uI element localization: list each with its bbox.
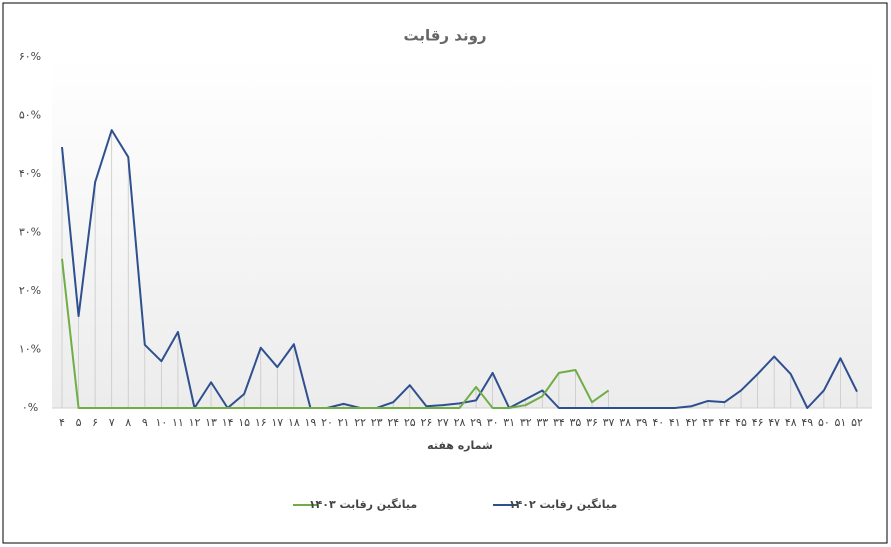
x-tick-label: ۱۳ xyxy=(205,416,217,429)
y-tick-label: ۶۰% xyxy=(19,50,41,63)
x-tick-label: ۳۹ xyxy=(636,416,648,429)
x-tick-label: ۴۸ xyxy=(785,416,797,429)
x-tick-label: ۲۰ xyxy=(321,416,333,429)
legend-label: میانگین رقابت ۱۴۰۳ xyxy=(309,498,417,511)
x-tick-label: ۴۷ xyxy=(768,416,780,429)
x-tick-label: ۱۵ xyxy=(238,416,250,429)
x-tick-label: ۴۶ xyxy=(752,416,764,429)
series-line xyxy=(61,258,610,409)
x-tick-label: ۳۷ xyxy=(603,416,615,429)
x-tick-label: ۷ xyxy=(109,416,115,429)
x-axis-label: شماره هفته xyxy=(427,439,493,452)
x-tick-label: ۱۲ xyxy=(189,416,201,429)
x-tick-label: ۴۹ xyxy=(801,416,813,429)
x-tick-label: ۹ xyxy=(142,416,148,429)
x-tick-label: ۲۷ xyxy=(437,416,449,429)
y-tick-label: ۳۰% xyxy=(19,226,41,239)
x-tick-label: ۵۱ xyxy=(835,416,847,429)
x-tick-label: ۲۹ xyxy=(470,416,482,429)
y-tick-label: ۲۰% xyxy=(19,284,41,297)
x-tick-label: ۴۱ xyxy=(669,416,681,429)
x-tick-label: ۶ xyxy=(92,416,98,429)
legend-label: میانگین رقابت ۱۴۰۲ xyxy=(509,498,617,511)
x-tick-label: ۱۰ xyxy=(155,416,167,429)
x-tick-label: ۴ xyxy=(59,416,65,429)
y-tick-label: ۰% xyxy=(22,401,38,414)
y-tick-label: ۱۰% xyxy=(19,343,41,356)
x-tick-label: ۴۳ xyxy=(702,416,714,429)
x-tick-label: ۳۱ xyxy=(503,416,515,429)
x-tick-label: ۱۶ xyxy=(255,416,267,429)
x-tick-label: ۱۹ xyxy=(305,416,317,429)
x-tick-label: ۲۵ xyxy=(404,416,416,429)
x-tick-label: ۴۰ xyxy=(652,416,664,429)
x-tick-label: ۲۲ xyxy=(354,416,366,429)
x-tick-label: ۸ xyxy=(125,416,131,429)
x-tick-label: ۲۳ xyxy=(371,416,383,429)
chart-title: روند رقابت xyxy=(403,27,486,45)
x-tick-label: ۴۵ xyxy=(735,416,747,429)
x-tick-label: ۱۷ xyxy=(271,416,283,429)
x-tick-label: ۵۲ xyxy=(851,416,863,429)
x-tick-label: ۳۲ xyxy=(520,416,532,429)
x-tick-label: ۲۶ xyxy=(420,416,432,429)
x-tick-label: ۱۱ xyxy=(172,416,184,429)
x-tick-label: ۱۸ xyxy=(288,416,300,429)
x-tick-label: ۲۸ xyxy=(454,416,466,429)
y-tick-label: ۴۰% xyxy=(19,167,41,180)
x-tick-label: ۳۰ xyxy=(487,416,499,429)
x-tick-label: ۱۴ xyxy=(222,416,234,429)
x-tick-label: ۳۴ xyxy=(553,416,565,429)
x-tick-label: ۳۸ xyxy=(619,416,631,429)
x-tick-label: ۴۲ xyxy=(685,416,697,429)
x-tick-label: ۴۴ xyxy=(719,416,731,429)
x-tick-label: ۳۳ xyxy=(536,416,548,429)
x-tick-label: ۵ xyxy=(76,416,82,429)
y-tick-label: ۵۰% xyxy=(19,109,41,122)
x-tick-label: ۳۵ xyxy=(570,416,582,429)
x-tick-label: ۲۴ xyxy=(387,416,399,429)
x-tick-label: ۵۰ xyxy=(818,416,830,429)
x-tick-label: ۳۶ xyxy=(586,416,598,429)
x-tick-label: ۲۱ xyxy=(338,416,350,429)
plot-area xyxy=(52,57,872,408)
